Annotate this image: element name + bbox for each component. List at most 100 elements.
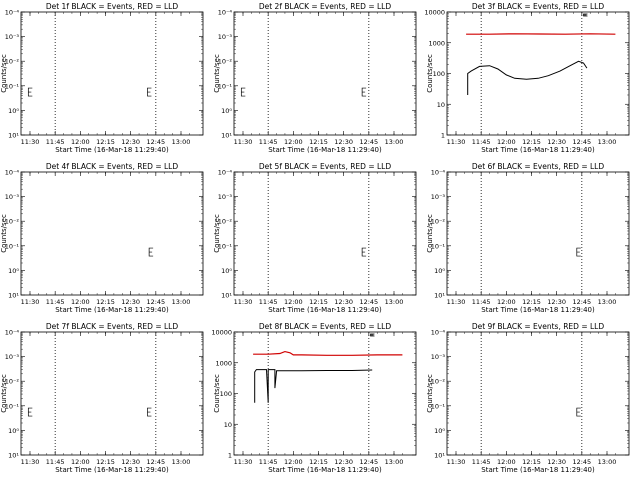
range-marker xyxy=(576,247,581,257)
y-tick-label: 10⁻³ xyxy=(5,353,20,361)
y-tick-label: 1 xyxy=(228,452,232,460)
x-tick-label: 12:15 xyxy=(96,458,115,466)
x-tick-label: 11:45 xyxy=(46,458,65,466)
y-tick-label: 10⁻⁴ xyxy=(431,329,446,337)
y-axis-label: Counts/sec xyxy=(426,374,434,413)
plot-frame xyxy=(20,171,204,296)
events-series-line xyxy=(467,60,588,95)
y-tick-label: 10⁰ xyxy=(8,107,19,115)
x-tick-label: 12:00 xyxy=(71,138,90,146)
y-tick-label: 10⁰ xyxy=(221,267,232,275)
det-panel-1: Det 1f BLACK = Events, RED = LLD 10⁻⁴ 10⁻³… xyxy=(0,2,204,154)
y-tick-label: 10⁻³ xyxy=(218,193,233,201)
y-tick-label: 10⁰ xyxy=(8,427,19,435)
x-tick-label: 12:30 xyxy=(121,458,140,466)
x-tick-label: 12:30 xyxy=(547,298,566,306)
y-tick-label: 10⁻¹ xyxy=(431,402,446,410)
x-axis-label: Start Time (16-Mar-18 11:29:40) xyxy=(55,146,169,154)
x-tick-label: 13:00 xyxy=(385,298,404,306)
y-tick-label: 10¹ xyxy=(434,292,445,300)
plot-frame xyxy=(20,331,204,456)
y-tick-label: 1 xyxy=(441,132,445,140)
range-marker xyxy=(576,407,581,417)
x-tick-label: 13:00 xyxy=(598,138,617,146)
x-tick-label: 12:15 xyxy=(96,138,115,146)
panel-title: Det 2f BLACK = Events, RED = LLD xyxy=(259,2,392,11)
x-tick-label: 13:00 xyxy=(172,458,191,466)
x-tick-label: 12:15 xyxy=(522,138,541,146)
x-tick-label: 11:45 xyxy=(259,298,278,306)
x-tick-label: 12:30 xyxy=(547,138,566,146)
y-axis-label: Counts/sec xyxy=(213,214,221,253)
range-marker xyxy=(583,13,588,17)
x-axis-label: Start Time (16-Mar-18 11:29:40) xyxy=(481,146,595,154)
plot-frame xyxy=(446,171,630,296)
x-tick-label: 12:45 xyxy=(572,298,591,306)
range-marker xyxy=(361,87,367,97)
y-tick-label: 10⁻² xyxy=(218,218,233,226)
panel-title: Det 9f BLACK = Events, RED = LLD xyxy=(472,322,605,331)
y-tick-label: 10⁻⁴ xyxy=(5,169,20,177)
y-tick-label: 10 xyxy=(224,421,232,429)
x-tick-label: 12:30 xyxy=(334,138,353,146)
plot-frame xyxy=(446,331,630,456)
x-tick-label: 12:45 xyxy=(359,298,378,306)
x-axis-label: Start Time (16-Mar-18 11:29:40) xyxy=(55,466,169,474)
x-tick-label: 11:30 xyxy=(447,458,466,466)
y-axis-label: Counts/sec xyxy=(0,374,8,413)
events-series-line xyxy=(254,369,373,403)
x-axis-label: Start Time (16-Mar-18 11:29:40) xyxy=(268,466,382,474)
det-panel-2: Det 2f BLACK = Events, RED = LLD 10⁻⁴ 10⁻³… xyxy=(213,2,417,154)
y-tick-label: 10¹ xyxy=(8,292,19,300)
y-tick-label: 10⁻³ xyxy=(5,33,20,41)
det-panel-3: Det 3f BLACK = Events, RED = LLD 10000 100… xyxy=(424,2,630,154)
x-tick-label: 13:00 xyxy=(385,138,404,146)
x-tick-label: 12:45 xyxy=(146,298,165,306)
x-tick-label: 12:00 xyxy=(497,138,516,146)
x-tick-label: 12:15 xyxy=(522,298,541,306)
y-tick-label: 10⁻¹ xyxy=(431,242,446,250)
plot-frame xyxy=(233,331,417,456)
x-axis-label: Start Time (16-Mar-18 11:29:40) xyxy=(481,306,595,314)
det-panel-9: Det 9f BLACK = Events, RED = LLD 10⁻⁴ 10⁻³… xyxy=(426,322,630,474)
x-tick-label: 12:00 xyxy=(71,298,90,306)
x-tick-label: 12:30 xyxy=(547,458,566,466)
panel-title: Det 6f BLACK = Events, RED = LLD xyxy=(472,162,605,171)
y-tick-label: 10¹ xyxy=(8,132,19,140)
y-tick-label: 10⁻¹ xyxy=(5,242,20,250)
panel-title: Det 8f BLACK = Events, RED = LLD xyxy=(259,322,392,331)
range-marker xyxy=(370,333,375,337)
x-tick-label: 11:45 xyxy=(472,458,491,466)
y-tick-label: 10⁻² xyxy=(5,218,20,226)
lld-series-line xyxy=(253,350,403,356)
range-marker xyxy=(240,87,246,97)
y-tick-label: 10⁻³ xyxy=(431,193,446,201)
range-marker xyxy=(27,407,33,417)
y-tick-label: 10⁻³ xyxy=(218,33,233,41)
x-tick-label: 12:15 xyxy=(309,458,328,466)
y-tick-label: 10⁰ xyxy=(8,267,19,275)
y-tick-label: 10⁻² xyxy=(5,58,20,66)
x-tick-label: 12:00 xyxy=(71,458,90,466)
x-tick-label: 12:00 xyxy=(497,458,516,466)
det-panel-7: Det 7f BLACK = Events, RED = LLD 10⁻⁴ 10⁻³… xyxy=(0,322,204,474)
x-tick-label: 12:30 xyxy=(334,298,353,306)
panel-title: Det 4f BLACK = Events, RED = LLD xyxy=(46,162,179,171)
x-tick-label: 13:00 xyxy=(172,298,191,306)
y-tick-label: 10⁰ xyxy=(434,267,445,275)
y-tick-label: 10⁻⁴ xyxy=(218,9,233,17)
panel-title: Det 1f BLACK = Events, RED = LLD xyxy=(46,2,179,11)
x-tick-label: 12:00 xyxy=(284,138,303,146)
det-panel-5: Det 5f BLACK = Events, RED = LLD 10⁻⁴ 10⁻³… xyxy=(213,162,417,314)
y-tick-label: 10⁻⁴ xyxy=(5,9,20,17)
y-axis-label: Counts/sec xyxy=(426,214,434,253)
x-tick-label: 11:45 xyxy=(472,138,491,146)
y-tick-label: 10⁻² xyxy=(5,378,20,386)
y-tick-label: 10 xyxy=(437,101,445,109)
y-tick-label: 10000 xyxy=(424,9,445,17)
range-marker xyxy=(147,87,152,97)
x-tick-label: 11:30 xyxy=(234,458,253,466)
x-tick-label: 11:30 xyxy=(447,138,466,146)
plot-frame xyxy=(233,171,417,296)
